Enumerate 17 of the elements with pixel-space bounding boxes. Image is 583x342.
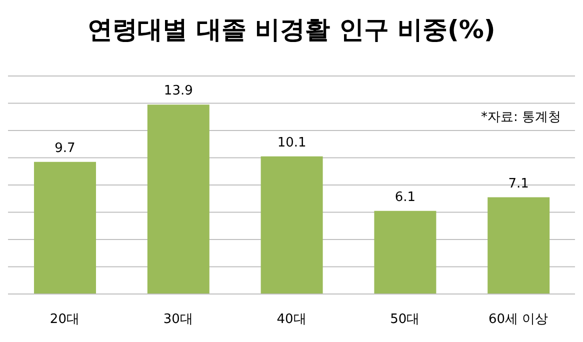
data-label: 9.7 <box>54 140 76 156</box>
bar <box>260 156 323 294</box>
x-tick-label: 50대 <box>390 312 420 328</box>
data-label: 13.9 <box>164 84 193 99</box>
x-tick-label: 40대 <box>276 312 306 328</box>
x-tick-label: 20대 <box>50 312 80 328</box>
data-label: 7.1 <box>508 176 529 192</box>
bar <box>34 162 96 294</box>
data-label: 6.1 <box>394 190 416 205</box>
bar <box>488 197 550 294</box>
chart-title: 연령대별 대졸 비경활 인구 비중(%) <box>86 14 496 46</box>
bar <box>147 104 210 294</box>
bar <box>374 210 436 294</box>
annotation: *자료: 통계청 <box>480 109 561 126</box>
x-tick-label: 60세 이상 <box>488 312 548 328</box>
data-label: 10.1 <box>277 135 306 150</box>
x-tick-label: 30대 <box>163 312 193 328</box>
